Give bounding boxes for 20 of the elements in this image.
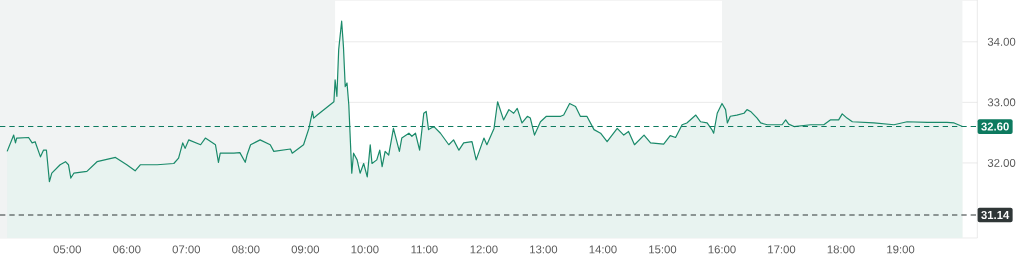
x-tick-label: 06:00: [113, 245, 141, 254]
ref-line-label: 31.14: [981, 210, 1010, 220]
x-tick-label: 09:00: [291, 245, 320, 254]
x-tick-label: 16:00: [708, 245, 736, 254]
y-tick-label: 33.00: [987, 98, 1016, 107]
x-tick-label: 13:00: [530, 245, 558, 254]
x-tick-label: 17:00: [768, 245, 796, 254]
x-tick-label: 07:00: [172, 245, 201, 254]
x-tick-label: 15:00: [649, 245, 677, 254]
x-tick-label: 10:00: [351, 245, 379, 254]
x-tick-label: 11:00: [411, 245, 438, 254]
y-tick-label: 32.00: [987, 158, 1016, 167]
x-tick-label: 12:00: [470, 245, 498, 254]
x-tick-label: 05:00: [53, 245, 81, 254]
x-tick-label: 14:00: [589, 245, 617, 254]
x-tick-label: 18:00: [827, 245, 855, 254]
x-tick-label: 08:00: [232, 245, 260, 254]
x-tick-label: 19:00: [887, 245, 915, 254]
y-tick-label: 34.00: [987, 37, 1016, 46]
ref-line-label: 32.60: [981, 122, 1009, 131]
